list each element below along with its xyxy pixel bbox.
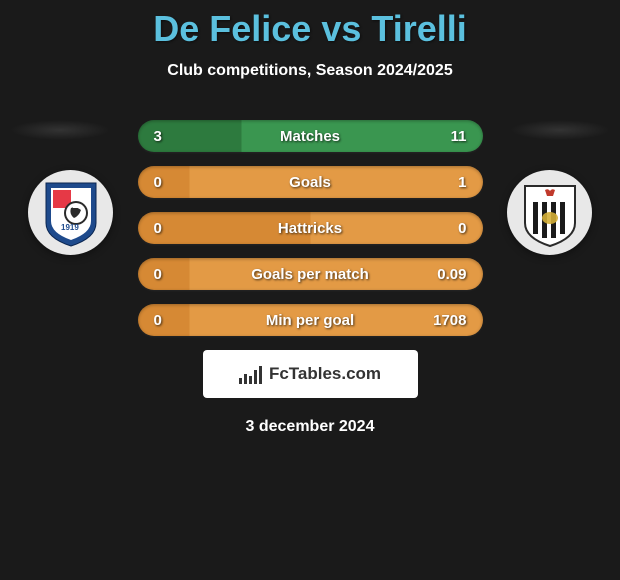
page-title: De Felice vs Tirelli (0, 0, 620, 50)
logo-text: FcTables.com (269, 364, 381, 384)
ascoli-crest-icon (520, 178, 580, 248)
team-crest-right (507, 170, 592, 255)
stat-left-value: 0 (154, 220, 162, 237)
stat-row-goals-per-match: 0 Goals per match 0.09 (138, 258, 483, 290)
stat-right-value: 1708 (433, 312, 466, 329)
stat-right-value: 0.09 (437, 266, 466, 283)
shadow-right (510, 120, 610, 140)
date-text: 3 december 2024 (0, 418, 620, 436)
stat-right-value: 1 (458, 174, 466, 191)
shadow-left (10, 120, 110, 140)
stat-row-min-per-goal: 0 Min per goal 1708 (138, 304, 483, 336)
stat-left-value: 0 (154, 174, 162, 191)
team-crest-left: 1919 (28, 170, 113, 255)
comparison-area: 1919 3 Matches 11 0 Goals 1 0 Hattricks 0 0 Goals … (0, 120, 620, 436)
svg-text:1919: 1919 (61, 223, 79, 232)
fctables-logo: FcTables.com (203, 350, 418, 398)
stat-left-value: 0 (154, 312, 162, 329)
stat-right-value: 11 (451, 128, 467, 145)
subtitle: Club competitions, Season 2024/2025 (0, 62, 620, 80)
stat-label: Matches (280, 128, 340, 145)
stat-label: Hattricks (278, 220, 342, 237)
stat-row-goals: 0 Goals 1 (138, 166, 483, 198)
stat-row-matches: 3 Matches 11 (138, 120, 483, 152)
stat-left-value: 0 (154, 266, 162, 283)
stat-label: Goals per match (251, 266, 369, 283)
stat-left-value: 3 (154, 128, 162, 145)
stat-label: Min per goal (266, 312, 354, 329)
chart-icon (239, 364, 263, 384)
stat-right-value: 0 (458, 220, 466, 237)
stat-row-hattricks: 0 Hattricks 0 (138, 212, 483, 244)
stats-container: 3 Matches 11 0 Goals 1 0 Hattricks 0 0 Goals per m… (138, 120, 483, 336)
stat-label: Goals (289, 174, 331, 191)
sestri-crest-icon: 1919 (41, 178, 101, 248)
